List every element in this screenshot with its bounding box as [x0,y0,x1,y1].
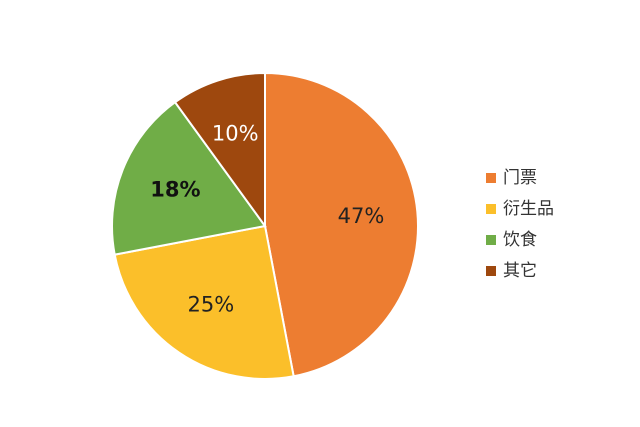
pie-slice [264,71,419,378]
legend-label: 其它 [503,261,537,281]
pie-slice [173,71,266,230]
pie-slice [113,224,295,380]
data-label: 18% [150,178,200,202]
legend-swatch [486,235,496,245]
legend-swatch [486,266,496,276]
legend-label: 门票 [503,168,537,188]
legend-swatch [486,204,496,214]
pie-slice [111,100,267,256]
data-label: 25% [187,293,234,317]
data-label: 47% [338,204,385,228]
legend-swatch [486,173,496,183]
legend-label: 饮食 [503,230,537,250]
data-label: 10% [212,121,259,145]
legend-label: 衍生品 [503,199,554,219]
